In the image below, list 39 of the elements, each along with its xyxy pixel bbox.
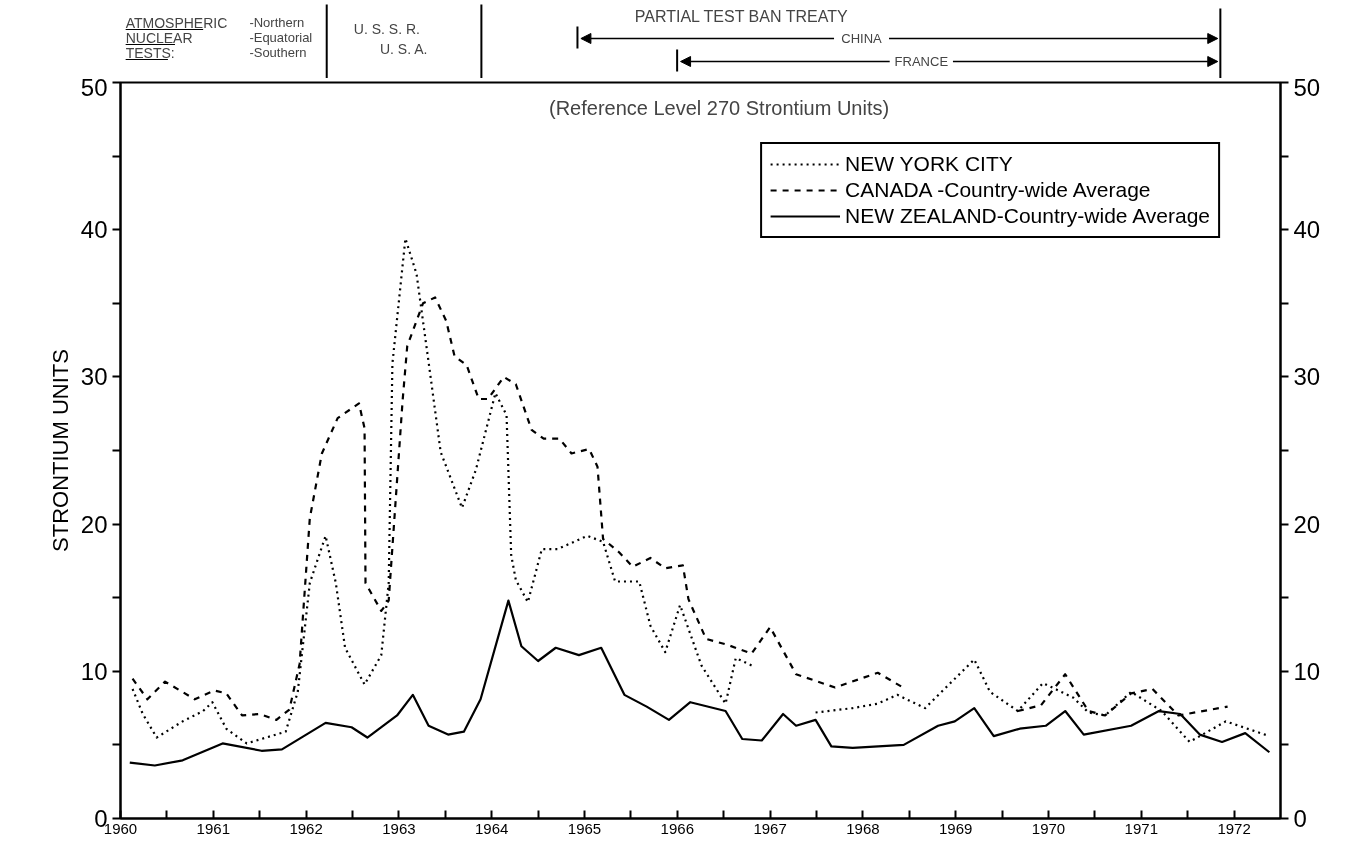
x-tick-label: 1965 <box>567 819 602 837</box>
x-tick-label: 1962 <box>289 819 323 837</box>
y-tick-label: 30 <box>80 363 108 391</box>
x-tick-label: 1966 <box>660 819 694 837</box>
text: ATMOSPHERIC <box>125 14 228 31</box>
legend-label: NEW ZEALAND-Country-wide Average <box>845 204 1210 228</box>
x-tick-label: 1964 <box>475 819 509 837</box>
x-tick-label: 1963 <box>382 819 416 837</box>
y2-tick-label: 50 <box>1293 73 1321 101</box>
x-tick-label: 1970 <box>1031 819 1066 837</box>
y-tick-label: 20 <box>80 510 108 538</box>
text: U. S. A. <box>379 40 428 57</box>
y2-tick-label: 20 <box>1293 510 1321 538</box>
x-tick-label: 1967 <box>753 819 787 837</box>
legend-label: CANADA -Country-wide Average <box>845 178 1151 202</box>
x-tick-label: 1972 <box>1217 819 1251 837</box>
y2-tick-label: 40 <box>1293 216 1321 244</box>
annotation: (Reference Level 270 Strontium Units) <box>548 97 890 120</box>
y2-tick-label: 10 <box>1293 657 1321 685</box>
x-tick-label: 1969 <box>939 819 973 837</box>
y-tick-label: 10 <box>80 657 108 685</box>
text: FRANCE <box>894 54 949 69</box>
text: CHINA <box>841 31 883 46</box>
text: -Northern <box>249 15 305 30</box>
text: U. S. S. R. <box>353 20 420 37</box>
y-axis-title: STRONTIUM UNITS <box>47 349 73 552</box>
x-tick-label: 1961 <box>196 819 230 837</box>
text: PARTIAL TEST BAN TREATY <box>634 8 848 25</box>
y2-tick-label: 0 <box>1293 805 1307 832</box>
text: -Southern <box>249 45 307 60</box>
text: TESTS: <box>125 44 175 61</box>
text: NUCLEAR <box>125 29 193 46</box>
y-tick-label: 40 <box>80 216 108 244</box>
y2-tick-label: 30 <box>1293 363 1321 391</box>
y-tick-label: 50 <box>80 73 108 101</box>
x-tick-label: 1968 <box>846 819 880 837</box>
legend-label: NEW YORK CITY <box>845 152 1013 176</box>
text: -Equatorial <box>249 30 313 45</box>
x-tick-label: 1971 <box>1124 819 1158 837</box>
